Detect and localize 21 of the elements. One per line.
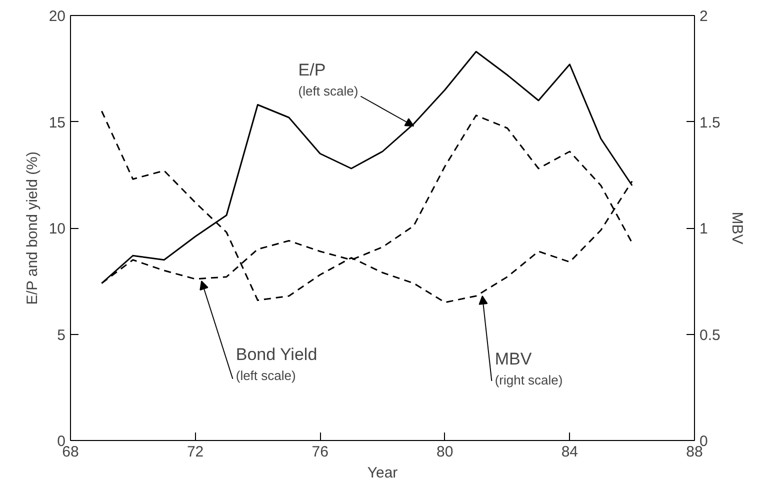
y-tick-label: 15 (48, 114, 66, 132)
x-tick-label: 84 (561, 444, 578, 460)
y-tick-label: 20 (48, 8, 66, 25)
y2-tick-label: 0.5 (700, 326, 720, 344)
text: Bond Yield (236, 345, 318, 364)
annotation: (left scale) (236, 368, 296, 383)
y-tick-label: 5 (57, 326, 66, 344)
text: MBV (494, 349, 532, 368)
y2-tick-label: 1 (700, 220, 708, 238)
y-axis-title: E/P and bond yield (%) (24, 152, 41, 305)
y-tick-label: 10 (48, 220, 66, 238)
x-tick-label: 76 (312, 444, 328, 460)
x-tick-label: 72 (186, 444, 204, 460)
annotation: (left scale) (298, 83, 358, 98)
y2-axis-title: MBV (728, 212, 746, 244)
y2-tick-label: 2 (700, 8, 708, 25)
x-tick-label: 80 (436, 444, 454, 460)
annotation: (right scale) (494, 372, 563, 388)
y2-tick-label: 1.5 (700, 114, 720, 132)
text: E/P (298, 60, 326, 80)
x-axis-title: Year (367, 464, 398, 482)
